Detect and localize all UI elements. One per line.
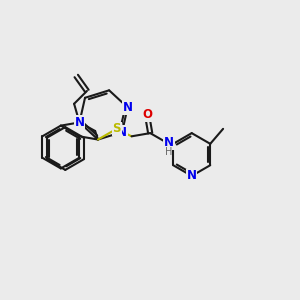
Text: S: S — [112, 122, 121, 135]
Text: N: N — [117, 125, 127, 139]
Text: N: N — [123, 101, 133, 114]
Text: N: N — [164, 136, 174, 149]
Text: N: N — [74, 116, 85, 129]
Text: H: H — [165, 147, 172, 157]
Text: O: O — [142, 108, 152, 121]
Text: N: N — [187, 169, 197, 182]
